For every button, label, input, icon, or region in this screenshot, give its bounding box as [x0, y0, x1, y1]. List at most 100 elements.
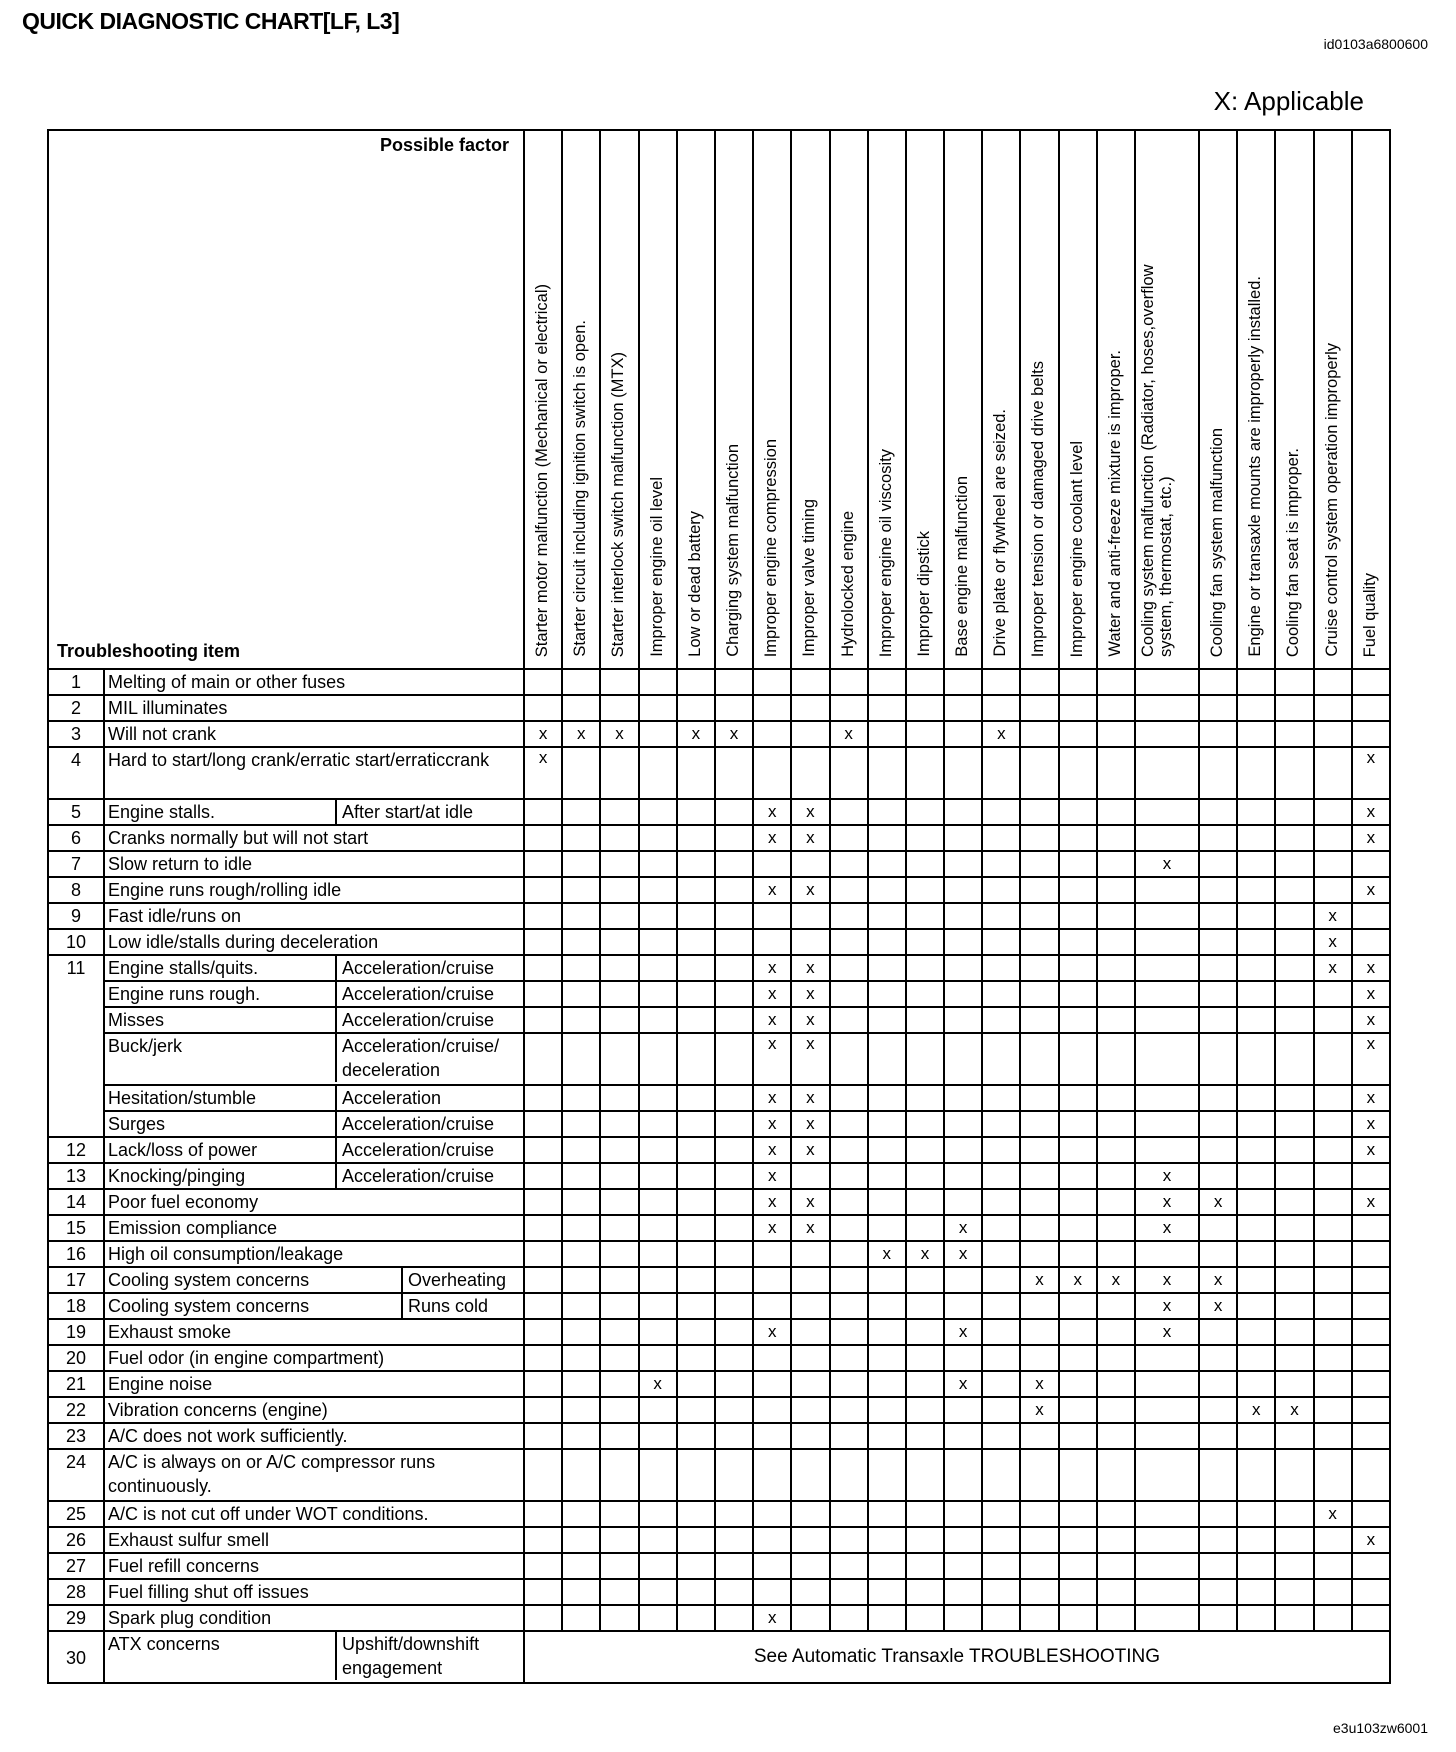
- factor-cell: [981, 1422, 1022, 1450]
- row-number: [47, 981, 105, 1007]
- factor-cell: [1274, 1084, 1315, 1112]
- factor-cell: [1197, 928, 1239, 956]
- factor-cell: [1350, 902, 1391, 930]
- factor-label: Improper engine oil viscosity: [876, 448, 895, 657]
- item-condition: Acceleration/cruise: [335, 982, 523, 1006]
- factor-cell: [1197, 1344, 1239, 1372]
- factor-cell: [1312, 720, 1353, 748]
- factor-cell: [1197, 1500, 1239, 1528]
- factor-cell: [943, 1188, 984, 1216]
- factor-cell: [1274, 1422, 1315, 1450]
- factor-cell: [828, 1396, 869, 1424]
- factor-cell: [713, 1448, 755, 1502]
- factor-cell: [675, 824, 716, 852]
- troubleshooting-item: ATX concerns Upshift/downshift engagement: [103, 1630, 525, 1684]
- factor-cell: [1134, 1032, 1200, 1086]
- factor-cell: [561, 1396, 602, 1424]
- factor-cell: [981, 1006, 1022, 1034]
- factor-cell: [713, 694, 755, 722]
- factor-cell: [713, 798, 755, 826]
- factor-cell: [904, 720, 946, 748]
- factor-cell: [904, 1006, 946, 1034]
- factor-cell: [828, 850, 869, 878]
- item-label: Vibration concerns (engine): [108, 1400, 328, 1420]
- applicable-mark: x: [713, 720, 755, 748]
- factor-cell: [904, 1578, 946, 1606]
- item-label: A/C is always on or A/C compressor runs …: [108, 1452, 436, 1496]
- factor-cell: [943, 1266, 984, 1294]
- factor-cell: [675, 1396, 716, 1424]
- factor-cell: [943, 694, 984, 722]
- factor-cell: [1057, 928, 1098, 956]
- table-row: 8 Engine runs rough/rolling idle x x x: [47, 876, 1391, 904]
- factor-cell: [1057, 1032, 1098, 1086]
- factor-cell: [599, 850, 640, 878]
- factor-label: Cruise control system operation improper…: [1322, 343, 1341, 657]
- factor-cell: [1236, 824, 1277, 852]
- factor-cell: [866, 1396, 907, 1424]
- factor-cell: [1350, 1162, 1391, 1190]
- factor-cell: [866, 876, 907, 904]
- factor-cell: [1274, 1526, 1315, 1554]
- factor-cell: [828, 1032, 869, 1086]
- factor-label: Improper dipstick: [914, 531, 933, 657]
- applicable-mark: x: [752, 1110, 793, 1138]
- item-label: Cranks normally but will not start: [108, 828, 369, 848]
- troubleshooting-item: Misses Acceleration/cruise: [103, 1006, 525, 1034]
- factor-cell: [522, 1422, 564, 1450]
- applicable-mark: x: [752, 1162, 793, 1190]
- factor-cell: [904, 694, 946, 722]
- factor-cell: [522, 668, 564, 696]
- factor-cell: [561, 1240, 602, 1268]
- factor-cell: [828, 1136, 869, 1164]
- factor-cell: [866, 824, 907, 852]
- factor-cell: [1274, 1370, 1315, 1398]
- applicable-mark: x: [904, 1240, 946, 1268]
- table-row: 1 Melting of main or other fuses: [47, 668, 1391, 696]
- row-number: 2: [47, 694, 105, 722]
- factor-cell: [1095, 1240, 1137, 1268]
- applicable-mark: x: [790, 798, 831, 826]
- applicable-mark: x: [752, 824, 793, 852]
- table-row: Surges Acceleration/cruise x x x: [47, 1110, 1391, 1138]
- factor-cell: [790, 1552, 831, 1580]
- factor-cell: [943, 1084, 984, 1112]
- applicable-mark: x: [522, 720, 564, 748]
- factor-cell: [866, 1448, 907, 1502]
- factor-cell: [790, 1292, 831, 1320]
- factor-cell: [713, 1214, 755, 1242]
- factor-cell: [1019, 1500, 1060, 1528]
- factor-cell: [1134, 746, 1200, 800]
- applicable-mark: x: [981, 720, 1022, 748]
- factor-cell: [1134, 1448, 1200, 1502]
- factor-cell: [1274, 694, 1315, 722]
- factor-cell: [599, 1084, 640, 1112]
- item-label: Engine runs rough/rolling idle: [108, 880, 342, 900]
- factor-cell: [1312, 1292, 1353, 1320]
- table-row: 19 Exhaust smoke x x x: [47, 1318, 1391, 1346]
- factor-cell: [904, 1422, 946, 1450]
- factor-cell: [1312, 1032, 1353, 1086]
- factor-cell: [713, 1578, 755, 1606]
- factor-header: Starter interlock switch malfunction (MT…: [599, 129, 640, 670]
- applicable-mark: x: [752, 954, 793, 982]
- applicable-mark: x: [752, 1318, 793, 1346]
- row-number: 20: [47, 1344, 105, 1372]
- item-condition: Runs cold: [401, 1294, 523, 1318]
- factor-label: Base engine malfunction: [953, 476, 972, 657]
- factor-label: Starter circuit including ignition switc…: [571, 320, 590, 657]
- applicable-mark: x: [790, 980, 831, 1008]
- factor-cell: [943, 1396, 984, 1424]
- factor-label: Fuel quality: [1360, 572, 1379, 657]
- factor-cell: [1312, 1136, 1353, 1164]
- factor-cell: [1095, 720, 1137, 748]
- diagnostic-chart-table: Possible factor Troubleshooting item Sta…: [47, 129, 1391, 1684]
- factor-cell: [1274, 746, 1315, 800]
- factor-cell: [828, 668, 869, 696]
- factor-cell: [981, 798, 1022, 826]
- factor-cell: [1312, 798, 1353, 826]
- factor-cell: [599, 1578, 640, 1606]
- factor-cell: [1236, 1266, 1277, 1294]
- factor-cell: [1057, 876, 1098, 904]
- factor-cell: [1019, 1214, 1060, 1242]
